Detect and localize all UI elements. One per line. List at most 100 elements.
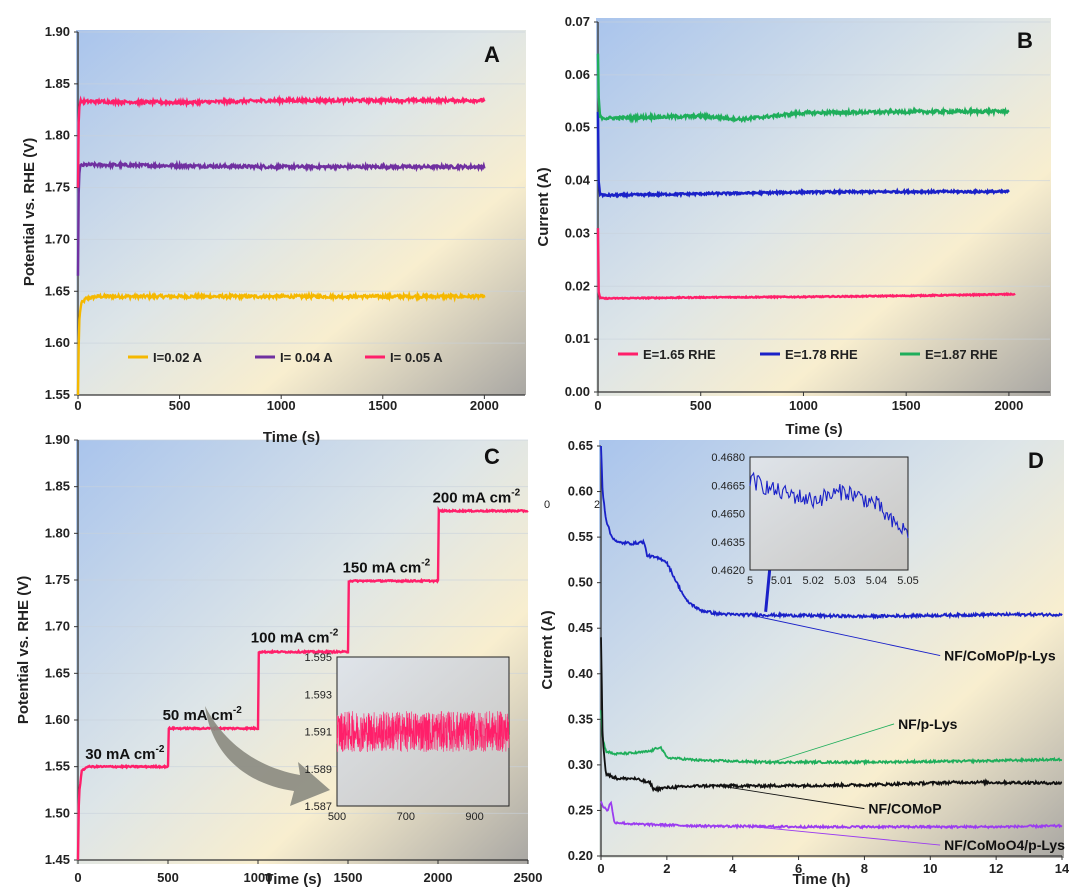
y-tick-label: 1.50 [45,805,70,820]
y-tick-label: 0.65 [568,438,593,453]
legend-label: E=1.65 RHE [643,347,716,362]
x-tick-label: 1500 [334,870,363,885]
inset-y-tick-label: 0.4650 [711,509,745,521]
x-tick-label: 8 [861,861,868,876]
y-tick-label: 0.05 [565,120,590,135]
x-tick-label: 0 [594,398,601,413]
inset-x-tick-label: 5.02 [802,575,823,587]
series-line-3 [596,53,1010,124]
callout-line [719,785,865,810]
callout-line [752,615,941,656]
y-tick-label: 1.60 [45,335,70,350]
inset-y-tick-label: 0.4620 [711,565,745,577]
x-tick-label: 2000 [470,398,499,413]
inset-chart-d [749,456,909,571]
legend-label: I= 0.04 A [280,350,333,365]
y-tick-label: 1.75 [45,180,70,195]
y-tick-label: 0.40 [568,666,593,681]
inset-x-tick-label: 500 [328,811,346,823]
series-line-3 [76,94,486,188]
x-tick-label: 2 [663,861,670,876]
y-tick-label: 1.45 [45,852,70,867]
step-annotation: 150 mA cm-2 [343,558,431,577]
callout-line [745,825,941,846]
series-line-1 [76,505,529,861]
step-annotation-text: 30 mA cm [85,746,155,763]
x-axis-title: Time (s) [785,421,842,438]
step-annotation-sup: -2 [233,705,242,716]
y-axis-title: Current (A) [539,610,556,689]
y-tick-label: 1.75 [45,572,70,587]
panel-label: D [1028,448,1044,473]
step-annotation-text: 150 mA cm [343,560,422,577]
step-annotation: 100 mA cm-2 [251,628,339,647]
y-tick-label: 0.06 [565,67,590,82]
chart-panel-d [597,445,1063,860]
inset-y-tick-label: 1.589 [304,764,332,776]
series-line-1 [76,290,486,396]
x-tick-label: 6 [795,861,802,876]
step-annotation: 50 mA cm-2 [163,705,243,724]
inset-x-tick-label: 700 [397,811,415,823]
panel-background [596,18,1051,396]
x-axis-title: Time (s) [264,871,321,888]
y-tick-label: 1.90 [45,24,70,39]
series-line-3 [600,637,1063,793]
stray-label: 2 [594,499,600,511]
step-annotation-text: 50 mA cm [163,707,233,724]
x-tick-label: 0 [74,870,81,885]
panel-background [76,30,526,395]
x-tick-label: 10 [923,861,937,876]
inset-series-line [749,471,909,538]
x-axis-title: Time (s) [263,429,320,446]
y-tick-label: 1.65 [45,283,70,298]
inset-y-tick-label: 0.4665 [711,480,745,492]
y-tick-label: 1.90 [45,432,70,447]
y-tick-label: 1.80 [45,128,70,143]
x-tick-label: 14 [1055,861,1069,876]
y-tick-label: 0.45 [568,620,593,635]
legend-label: E=1.87 RHE [925,347,998,362]
inset-chart-c [336,656,510,807]
x-tick-label: 500 [169,398,191,413]
x-tick-label: 0 [597,861,604,876]
plot-layer [74,21,1063,864]
y-tick-label: 0.60 [568,484,593,499]
step-annotation-sup: -2 [156,744,165,755]
callout-label: NF/CoMoP/p-Lys [944,648,1056,664]
y-tick-label: 1.70 [45,231,70,246]
x-tick-label: 1500 [368,398,397,413]
x-tick-label: 0 [74,398,81,413]
step-annotation: 200 mA cm-2 [433,488,521,507]
y-tick-label: 0.03 [565,225,590,240]
callout-label: NF/CoMoO4/p-Lys [944,837,1065,853]
y-axis-title: Current (A) [535,167,552,246]
inset-y-tick-label: 1.593 [304,689,332,701]
text-layer: 1.551.601.651.701.751.801.851.900 500 1000… [15,14,1069,888]
y-tick-label: 1.85 [45,76,70,91]
y-tick-label: 0.30 [568,757,593,772]
inset-x-tick-label: 5.03 [834,575,855,587]
panel-label: A [484,42,500,67]
step-annotation-text: 100 mA cm [251,630,330,647]
x-axis-title: Time (h) [792,871,850,888]
y-tick-label: 0.55 [568,529,593,544]
inset-y-tick-label: 0.4680 [711,452,745,464]
series-line-2 [596,111,1010,200]
inset-frame [749,456,909,571]
inset-series-line [336,710,510,753]
x-tick-label: 4 [729,861,737,876]
chart-panel-b [594,21,1050,396]
legend-label: E=1.78 RHE [785,347,858,362]
x-tick-label: 2000 [994,398,1023,413]
x-tick-label: 2000 [424,870,453,885]
series-line-2 [600,710,1063,766]
legend-label: I= 0.05 A [390,350,443,365]
y-tick-label: 0.20 [568,848,593,863]
series-line-4 [600,800,1063,830]
inset-y-tick-label: 1.595 [304,652,332,664]
series-line-1 [600,445,1063,620]
stray-label: 0 [544,499,550,511]
x-tick-label: 500 [157,870,179,885]
